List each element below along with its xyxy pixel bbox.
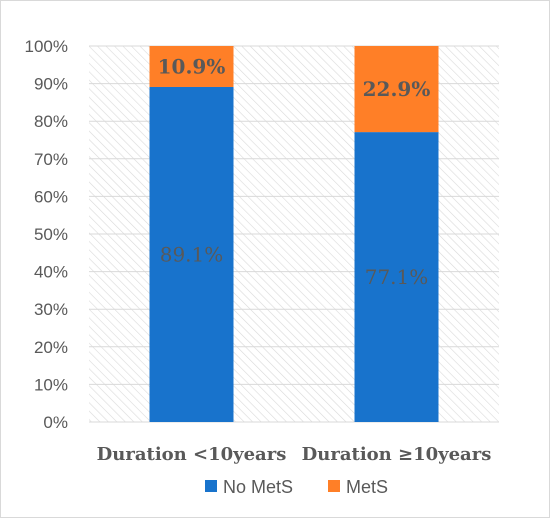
bar-segment-no-mets [149,86,234,422]
legend-swatch [328,480,340,492]
bar-segment-mets [354,46,439,133]
bar-segment-no-mets [354,132,439,422]
legend-label: MetS [346,477,388,497]
bar-segment-mets [149,46,234,87]
bars: 89.1% 10.9% 77.1% 22.9% [149,46,439,422]
y-tick-label: 40% [34,263,68,282]
y-tick-label: 90% [34,75,68,94]
data-label: 10.9% [158,54,226,78]
x-category-label: Duration <10years [97,444,287,465]
y-tick-label: 80% [34,112,68,131]
y-tick-label: 20% [34,338,68,357]
data-label: 89.1% [160,242,224,266]
y-tick-label: 10% [34,375,68,394]
y-tick-label: 30% [34,300,68,319]
x-axis-category-labels: Duration <10years Duration ≥10years [97,444,492,465]
y-axis-tick-labels: 0% 10% 20% 30% 40% 50% 60% 70% 80% 90% 100% [25,37,68,432]
legend: No MetS MetS [205,477,388,497]
data-label: 22.9% [363,77,431,101]
data-label: 77.1% [365,265,429,289]
y-tick-label: 100% [25,37,68,56]
legend-swatch [205,480,217,492]
legend-label: No MetS [223,477,293,497]
y-tick-label: 70% [34,150,68,169]
y-tick-label: 60% [34,187,68,206]
x-category-label: Duration ≥10years [302,444,492,465]
y-tick-label: 50% [34,225,68,244]
y-tick-label: 0% [43,413,68,432]
